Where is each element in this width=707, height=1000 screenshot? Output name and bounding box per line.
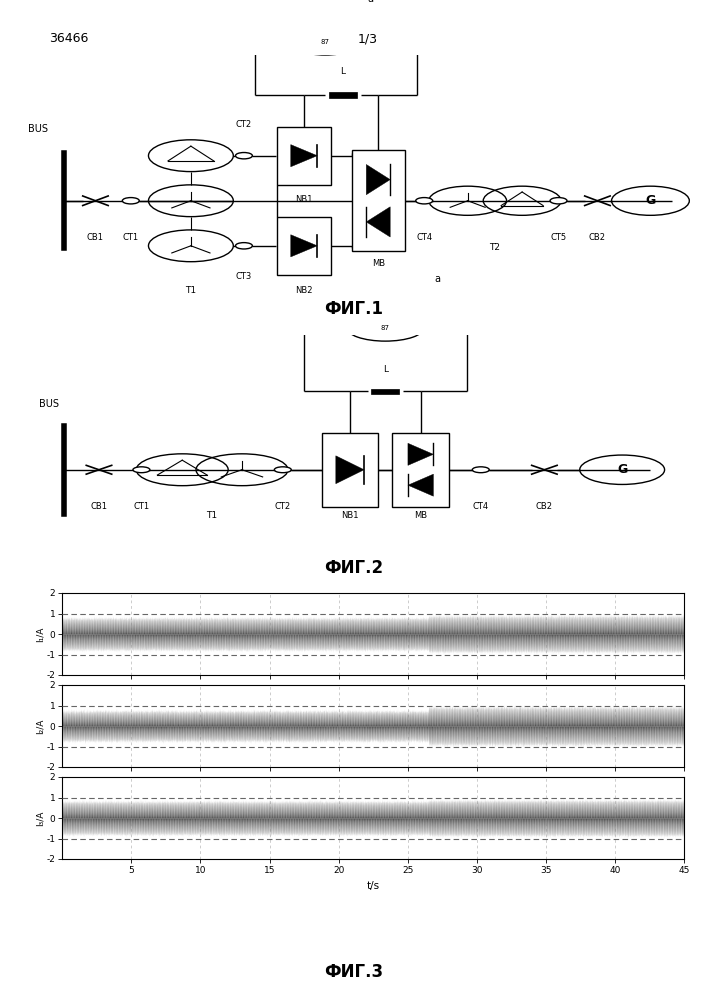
Text: NB2: NB2 — [296, 286, 312, 295]
Text: CT2: CT2 — [236, 120, 252, 129]
X-axis label: t/s: t/s — [367, 881, 380, 891]
Text: CB1: CB1 — [87, 233, 104, 242]
Text: 87: 87 — [381, 325, 390, 331]
Y-axis label: I₂/A: I₂/A — [36, 718, 45, 734]
Polygon shape — [291, 235, 317, 257]
Bar — [329, 92, 357, 98]
Circle shape — [416, 198, 433, 204]
Y-axis label: I₁/A: I₁/A — [36, 626, 45, 642]
Text: CT1: CT1 — [134, 502, 149, 511]
Text: a: a — [435, 274, 440, 284]
Circle shape — [122, 198, 139, 204]
Bar — [352, 150, 404, 251]
Text: L: L — [340, 67, 346, 76]
Polygon shape — [366, 207, 390, 237]
Y-axis label: I₃/A: I₃/A — [36, 810, 45, 826]
Text: CT2: CT2 — [275, 502, 291, 511]
Circle shape — [235, 243, 252, 249]
Text: NB1: NB1 — [341, 511, 358, 520]
Text: G: G — [645, 194, 655, 207]
Text: MB: MB — [414, 511, 427, 520]
Text: 36466: 36466 — [49, 32, 89, 45]
Text: BUS: BUS — [28, 124, 48, 134]
Text: CB2: CB2 — [536, 502, 553, 511]
Text: CB2: CB2 — [589, 233, 606, 242]
Text: 1/3: 1/3 — [358, 32, 378, 45]
Text: CB1: CB1 — [90, 502, 107, 511]
Text: ФИГ.1: ФИГ.1 — [324, 300, 383, 318]
Polygon shape — [408, 474, 433, 496]
Text: ФИГ.3: ФИГ.3 — [324, 963, 383, 981]
Circle shape — [133, 467, 150, 473]
Text: CT3: CT3 — [236, 272, 252, 281]
Circle shape — [235, 153, 252, 159]
Text: CT4: CT4 — [473, 502, 489, 511]
Bar — [277, 127, 331, 185]
Polygon shape — [336, 456, 364, 484]
Circle shape — [472, 467, 489, 473]
Text: BUS: BUS — [39, 399, 59, 409]
Text: T1: T1 — [206, 511, 218, 520]
Text: ФИГ.2: ФИГ.2 — [324, 559, 383, 577]
Text: T1: T1 — [185, 286, 197, 295]
Text: CT4: CT4 — [416, 233, 432, 242]
Text: 87: 87 — [321, 39, 329, 45]
Text: G: G — [617, 463, 627, 476]
Text: CT5: CT5 — [551, 233, 566, 242]
Bar — [371, 389, 399, 394]
Bar — [277, 217, 331, 275]
Text: T2: T2 — [489, 243, 501, 252]
Polygon shape — [291, 145, 317, 167]
Polygon shape — [408, 443, 433, 465]
Bar — [392, 433, 449, 506]
Text: MB: MB — [372, 259, 385, 268]
Circle shape — [550, 198, 567, 204]
Polygon shape — [366, 164, 390, 195]
Bar — [322, 433, 378, 506]
Text: NB1: NB1 — [296, 195, 312, 204]
Text: a: a — [368, 0, 373, 4]
Text: CT1: CT1 — [123, 233, 139, 242]
Circle shape — [274, 467, 291, 473]
Text: L: L — [382, 365, 388, 374]
